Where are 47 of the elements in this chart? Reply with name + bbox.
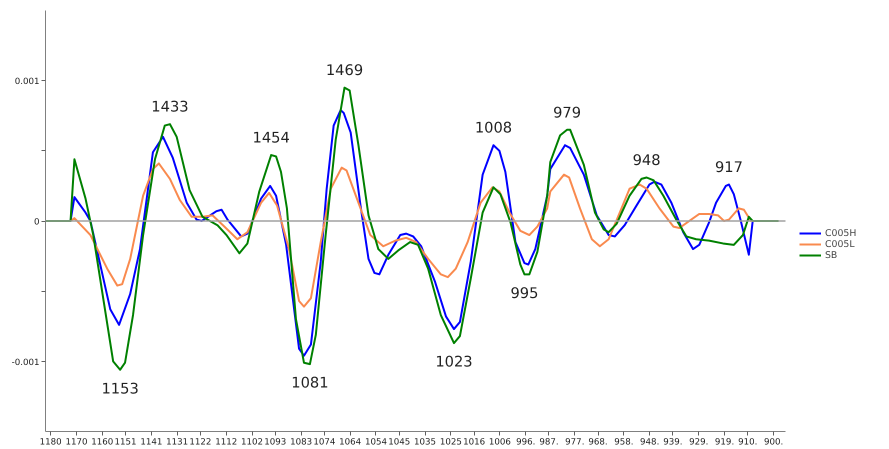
- x-tick-label: 900.: [764, 438, 784, 448]
- legend-label: SB: [825, 250, 838, 260]
- annotation: 1081: [291, 374, 329, 392]
- legend-label: C005L: [825, 238, 855, 250]
- x-tick-label: 977.: [565, 438, 584, 448]
- x-tick-label: 910.: [738, 438, 758, 448]
- x-tick-label: 958.: [614, 438, 634, 448]
- annotation: 1008: [474, 120, 512, 137]
- annotation: 1433: [151, 98, 189, 116]
- x-tick-label: 1141: [140, 438, 162, 448]
- x-tick-label: 1025: [440, 438, 462, 448]
- annotation: 979: [553, 104, 582, 122]
- x-tick-label: 996.: [516, 438, 536, 448]
- y-tick-label: -0.001: [12, 358, 40, 368]
- x-tick-label: 1102: [241, 438, 264, 448]
- x-tick-label: 919.: [714, 438, 734, 448]
- annotation: 1023: [435, 354, 473, 371]
- x-tick-label: 1016: [463, 438, 486, 448]
- annotation: 1469: [326, 62, 364, 80]
- x-tick-label: 1083: [290, 438, 312, 448]
- x-tick-label: 968.: [588, 438, 608, 448]
- x-tick-label: 1006: [488, 438, 511, 448]
- annotation: 917: [714, 159, 743, 176]
- x-tick-label: 1112: [215, 438, 238, 448]
- annotation: 1153: [101, 380, 139, 398]
- x-tick-label: 1151: [114, 438, 137, 448]
- x-tick-label: 939.: [663, 438, 683, 448]
- annotation: 1454: [252, 130, 290, 147]
- legend-label: C005H: [825, 228, 856, 238]
- x-tick-label: 1160: [91, 438, 114, 448]
- x-tick-label: 1074: [313, 438, 336, 448]
- x-tick-label: 1170: [65, 438, 88, 448]
- y-tick-label: 0.001: [14, 77, 40, 88]
- x-tick-label: 1064: [339, 438, 362, 448]
- x-tick-label: 948.: [640, 438, 660, 448]
- x-tick-label: 1045: [388, 438, 410, 448]
- x-tick-label: 1180: [40, 438, 62, 448]
- x-tick-label: 1131: [166, 438, 188, 448]
- x-tick-label: 1122: [189, 438, 212, 448]
- annotation: 995: [510, 284, 538, 302]
- x-tick-label: 1093: [264, 438, 286, 448]
- x-tick-label: 987.: [539, 438, 559, 448]
- x-tick-label: 1054: [364, 438, 388, 448]
- x-tick-label: 929.: [689, 438, 708, 448]
- y-tick-label: 0: [34, 218, 40, 228]
- x-tick-label: 1035: [414, 438, 436, 448]
- annotation: 948: [632, 152, 661, 169]
